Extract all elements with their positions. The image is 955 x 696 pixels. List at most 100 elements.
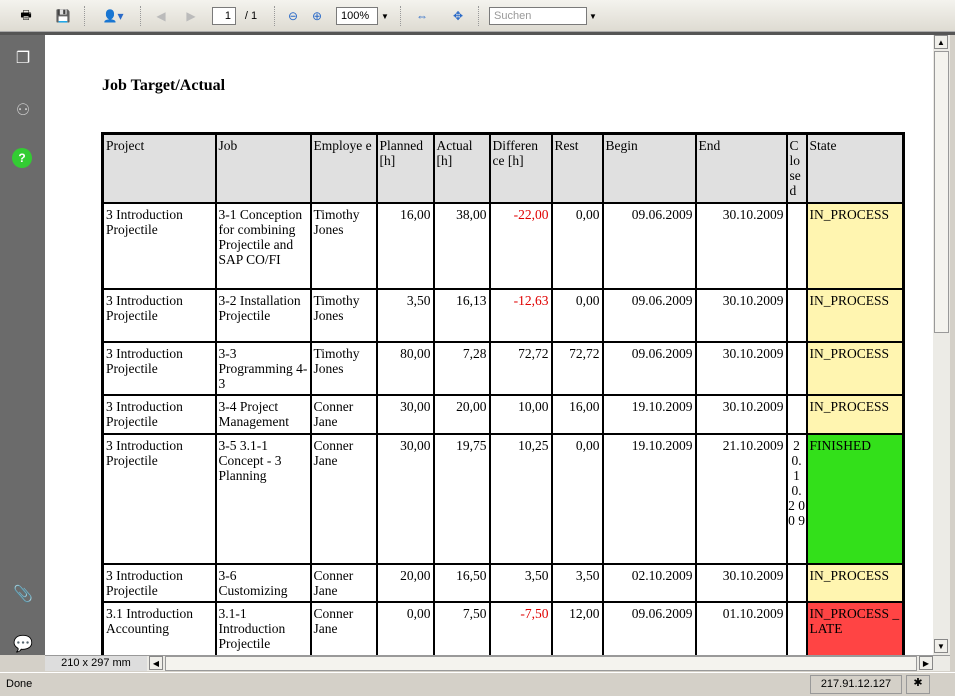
cell-end: 21.10.2009 xyxy=(694,432,788,565)
cell-employee: Conner Jane xyxy=(309,393,378,435)
cell-difference: -7,50 xyxy=(488,600,553,655)
cell-job: 3-4 Project Management xyxy=(214,393,312,435)
vertical-scrollbar[interactable]: ▲ ▼ xyxy=(933,35,950,655)
binoculars-icon[interactable]: ⚇ xyxy=(15,102,31,119)
ip-address: 217.91.12.127 xyxy=(810,675,902,694)
status-bar: Done 217.91.12.127 ✱ xyxy=(0,672,955,696)
cell-employee: Conner Jane xyxy=(309,432,378,565)
column-header: End xyxy=(694,132,788,204)
cell-difference: -12,63 xyxy=(488,287,553,343)
cell-state: FINISHED xyxy=(805,432,905,565)
next-page-icon[interactable]: ▶ xyxy=(186,9,196,23)
cell-begin: 02.10.2009 xyxy=(601,562,697,603)
cell-planned: 30,00 xyxy=(375,432,435,565)
cell-actual: 16,50 xyxy=(432,562,491,603)
cell-state: IN_PROCESS xyxy=(805,340,905,396)
cell-closed xyxy=(785,340,808,396)
pages-icon[interactable]: ❐ xyxy=(15,50,31,67)
document-page: Job Target/Actual Project Job Employe e Pla… xyxy=(45,35,933,655)
scroll-thumb[interactable] xyxy=(934,51,949,333)
cell-begin: 09.06.2009 xyxy=(601,600,697,655)
cell-state: IN_PROCESS xyxy=(805,201,905,290)
cell-job: 3-5 3.1-1 Concept - 3 Planning xyxy=(214,432,312,565)
table-row: 3 Introduction Projectile 3-3 Programming… xyxy=(101,340,905,396)
cell-closed xyxy=(785,287,808,343)
cell-project: 3 Introduction Projectile xyxy=(101,287,217,343)
column-header: Planned [h] xyxy=(375,132,435,204)
zoom-dropdown-icon[interactable]: ▼ xyxy=(381,11,389,21)
share-icon[interactable]: 👤▾ xyxy=(102,9,124,23)
table-row: 3 Introduction Projectile 3-1 Conception … xyxy=(101,201,905,290)
column-header: Begin xyxy=(601,132,697,204)
save-icon[interactable]: 💾 xyxy=(55,9,71,23)
help-icon[interactable]: ? xyxy=(12,148,32,168)
search-dropdown-icon[interactable]: ▼ xyxy=(589,11,597,21)
column-header: Rest xyxy=(550,132,604,204)
cell-rest: 0,00 xyxy=(550,201,604,290)
cell-end: 30.10.2009 xyxy=(694,340,788,396)
zoom-in-icon[interactable]: ⊕ xyxy=(311,9,323,23)
cell-closed xyxy=(785,201,808,290)
print-icon[interactable]: 🖶 xyxy=(20,7,32,22)
attachment-icon[interactable]: 📎 xyxy=(13,586,33,603)
table-row: 3 Introduction Projectile 3-5 3.1-1 Conce… xyxy=(101,432,905,565)
cell-job: 3-3 Programming 4-3 xyxy=(214,340,312,396)
cell-planned: 0,00 xyxy=(375,600,435,655)
search-input[interactable]: Suchen xyxy=(489,7,587,25)
previous-page-icon[interactable]: ◀ xyxy=(156,9,166,23)
cell-end: 30.10.2009 xyxy=(694,393,788,435)
scroll-left-icon[interactable]: ◀ xyxy=(149,656,163,670)
cell-state: IN_PROCESS xyxy=(805,562,905,603)
toolbar: 🖶 💾 👤▾ ◀ ▶ 1 / 1 ⊖ ⊕ 100% ▼ ⇔ ✥ Suchen ▼ xyxy=(0,0,955,32)
cell-end: 30.10.2009 xyxy=(694,562,788,603)
column-header: Project xyxy=(101,132,217,204)
column-header: Actual [h] xyxy=(432,132,491,204)
table-row: 3 Introduction Projectile 3-4 Project Man… xyxy=(101,393,905,435)
cell-rest: 0,00 xyxy=(550,432,604,565)
zoom-input[interactable]: 100% xyxy=(336,7,378,25)
cell-end: 30.10.2009 xyxy=(694,287,788,343)
scroll-thumb-horizontal[interactable] xyxy=(165,656,917,671)
job-table: Project Job Employe e Planned [h] Actual [h]… xyxy=(101,132,905,655)
zoom-out-icon[interactable]: ⊖ xyxy=(287,9,299,23)
cell-rest: 12,00 xyxy=(550,600,604,655)
cell-employee: Timothy Jones xyxy=(309,201,378,290)
cell-planned: 30,00 xyxy=(375,393,435,435)
cell-project: 3 Introduction Projectile xyxy=(101,340,217,396)
horizontal-scrollbar[interactable]: 210 x 297 mm ◀ ▶ xyxy=(45,655,950,671)
cell-difference: -22,00 xyxy=(488,201,553,290)
cell-state: IN_PROCESS _LATE xyxy=(805,600,905,655)
scroll-right-icon[interactable]: ▶ xyxy=(919,656,933,670)
scroll-up-icon[interactable]: ▲ xyxy=(934,35,948,49)
fit-width-icon[interactable]: ⇔ xyxy=(416,9,428,23)
column-header: Job xyxy=(214,132,312,204)
cell-difference: 10,25 xyxy=(488,432,553,565)
cell-actual: 7,50 xyxy=(432,600,491,655)
bug-icon[interactable]: ✱ xyxy=(906,675,930,694)
cell-begin: 19.10.2009 xyxy=(601,393,697,435)
divider xyxy=(0,32,955,35)
cell-project: 3 Introduction Projectile xyxy=(101,201,217,290)
cell-begin: 09.06.2009 xyxy=(601,201,697,290)
column-header: Differen ce [h] xyxy=(488,132,553,204)
cell-project: 3 Introduction Projectile xyxy=(101,393,217,435)
cell-difference: 10,00 xyxy=(488,393,553,435)
cell-planned: 20,00 xyxy=(375,562,435,603)
fit-page-icon[interactable]: ✥ xyxy=(452,9,464,23)
table-row: 3 Introduction Projectile 3-2 Installatio… xyxy=(101,287,905,343)
document-title: Job Target/Actual xyxy=(102,77,226,94)
cell-closed xyxy=(785,393,808,435)
column-header: State xyxy=(805,132,905,204)
cell-begin: 09.06.2009 xyxy=(601,340,697,396)
scroll-down-icon[interactable]: ▼ xyxy=(934,639,948,653)
table-row: 3 Introduction Projectile 3-6 Customizing… xyxy=(101,562,905,603)
cell-begin: 19.10.2009 xyxy=(601,432,697,565)
cell-employee: Conner Jane xyxy=(309,600,378,655)
cell-project: 3 Introduction Projectile xyxy=(101,432,217,565)
page-size-label: 210 x 297 mm xyxy=(45,656,147,671)
comments-icon[interactable]: 💬 xyxy=(13,636,33,653)
cell-employee: Timothy Jones xyxy=(309,340,378,396)
page-number-input[interactable]: 1 xyxy=(212,7,236,25)
table-row: 3.1 Introduction Accounting 3.1-1 Introdu… xyxy=(101,600,905,655)
cell-actual: 38,00 xyxy=(432,201,491,290)
